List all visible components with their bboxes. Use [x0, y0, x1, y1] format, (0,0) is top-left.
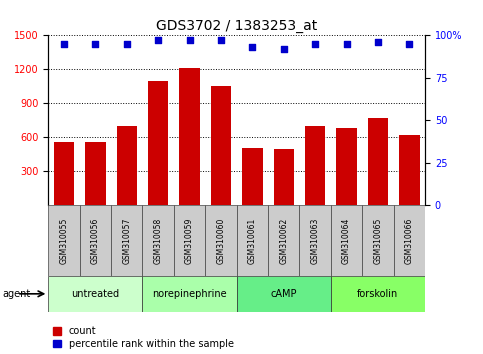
Text: norepinephrine: norepinephrine — [152, 289, 227, 299]
Point — [123, 41, 130, 47]
Bar — [331, 205, 362, 276]
Text: cAMP: cAMP — [270, 289, 297, 299]
Text: agent: agent — [2, 289, 30, 299]
Text: GSM310065: GSM310065 — [373, 217, 383, 264]
Bar — [48, 205, 80, 276]
Bar — [80, 205, 111, 276]
Point — [186, 38, 194, 43]
Text: GSM310066: GSM310066 — [405, 217, 414, 264]
Text: untreated: untreated — [71, 289, 119, 299]
Bar — [142, 276, 237, 312]
Bar — [362, 205, 394, 276]
Point — [249, 45, 256, 50]
Text: GSM310055: GSM310055 — [59, 217, 69, 264]
Text: GSM310060: GSM310060 — [216, 217, 226, 264]
Point — [217, 38, 225, 43]
Point — [374, 39, 382, 45]
Bar — [368, 118, 388, 205]
Title: GDS3702 / 1383253_at: GDS3702 / 1383253_at — [156, 19, 317, 33]
Bar — [331, 276, 425, 312]
Bar — [85, 142, 106, 205]
Text: forskolin: forskolin — [357, 289, 398, 299]
Bar — [399, 135, 420, 205]
Bar — [48, 276, 142, 312]
Point — [60, 41, 68, 47]
Text: GSM310057: GSM310057 — [122, 217, 131, 264]
Point — [312, 41, 319, 47]
Bar — [299, 205, 331, 276]
Bar — [142, 205, 174, 276]
Point — [92, 41, 99, 47]
Text: GSM310061: GSM310061 — [248, 218, 257, 264]
Bar — [211, 86, 231, 205]
Bar — [111, 205, 142, 276]
Bar — [205, 205, 237, 276]
Bar — [54, 142, 74, 205]
Bar — [179, 68, 200, 205]
Point — [406, 41, 413, 47]
Point — [280, 46, 288, 52]
Legend: count, percentile rank within the sample: count, percentile rank within the sample — [53, 326, 234, 349]
Bar — [237, 276, 331, 312]
Bar — [268, 205, 299, 276]
Text: GSM310062: GSM310062 — [279, 218, 288, 264]
Bar — [174, 205, 205, 276]
Text: GSM310063: GSM310063 — [311, 217, 320, 264]
Bar — [305, 126, 326, 205]
Bar — [273, 149, 294, 205]
Text: GSM310064: GSM310064 — [342, 217, 351, 264]
Point — [343, 41, 351, 47]
Bar — [242, 148, 263, 205]
Bar — [116, 126, 137, 205]
Text: GSM310056: GSM310056 — [91, 217, 100, 264]
Bar — [148, 81, 169, 205]
Point — [155, 38, 162, 43]
Bar — [237, 205, 268, 276]
Bar — [394, 205, 425, 276]
Text: GSM310059: GSM310059 — [185, 217, 194, 264]
Text: GSM310058: GSM310058 — [154, 218, 163, 264]
Bar — [336, 128, 357, 205]
